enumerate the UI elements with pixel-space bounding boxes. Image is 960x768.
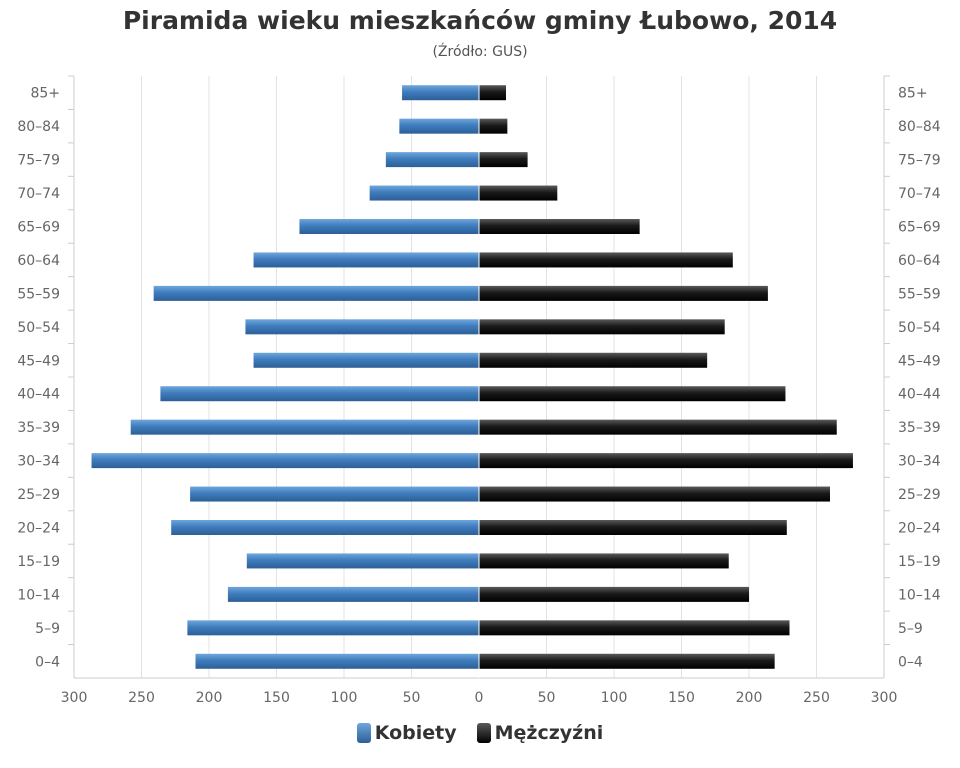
bar-mezczyzni[interactable] bbox=[479, 185, 558, 201]
bar-mezczyzni[interactable] bbox=[479, 453, 853, 469]
bar-kobiety[interactable] bbox=[246, 553, 479, 569]
y-tick-label-right: 0–4 bbox=[898, 654, 923, 670]
y-tick-label-left: 5–9 bbox=[35, 621, 60, 637]
bars-layer bbox=[91, 85, 853, 669]
legend-item-kobiety[interactable]: Kobiety bbox=[356, 722, 457, 744]
y-tick-label-left: 65–69 bbox=[17, 220, 60, 236]
legend-label-mezczyzni: Mężczyźni bbox=[494, 722, 604, 744]
bar-mezczyzni[interactable] bbox=[479, 553, 729, 569]
bar-kobiety[interactable] bbox=[253, 252, 479, 268]
y-tick-label-left: 30–34 bbox=[17, 454, 60, 470]
bar-kobiety[interactable] bbox=[187, 620, 479, 636]
y-tick-label-left: 15–19 bbox=[17, 554, 60, 570]
x-tick-label: 50 bbox=[538, 690, 556, 706]
x-tick-label: 50 bbox=[403, 690, 421, 706]
y-tick-label-left: 60–64 bbox=[17, 253, 60, 269]
axis-layer: 300 250 200 150 100 50 0 50 100 150 200 250 300 0–4 0–… bbox=[17, 75, 941, 706]
bar-kobiety[interactable] bbox=[195, 653, 480, 669]
y-tick-label-right: 55–59 bbox=[898, 286, 941, 302]
bar-kobiety[interactable] bbox=[190, 486, 479, 502]
chart-title: Piramida wieku mieszkańców gminy Łubowo,… bbox=[122, 6, 838, 35]
bar-kobiety[interactable] bbox=[399, 118, 479, 134]
bar-mezczyzni[interactable] bbox=[479, 85, 506, 101]
y-tick-label-left: 25–29 bbox=[17, 487, 60, 503]
y-tick-label-left: 85+ bbox=[30, 86, 60, 102]
bar-mezczyzni[interactable] bbox=[479, 285, 768, 301]
bar-mezczyzni[interactable] bbox=[479, 252, 733, 268]
y-tick-label-left: 70–74 bbox=[17, 186, 60, 202]
x-tick-label: 300 bbox=[61, 690, 88, 706]
y-tick-label-left: 55–59 bbox=[17, 286, 60, 302]
bar-mezczyzni[interactable] bbox=[479, 352, 708, 368]
pyramid-chart: 300 250 200 150 100 50 0 50 100 150 200 250 300 0–4 0–… bbox=[17, 75, 941, 706]
bar-mezczyzni[interactable] bbox=[479, 152, 528, 168]
bar-kobiety[interactable] bbox=[299, 219, 479, 234]
legend-swatch-kobiety bbox=[356, 723, 371, 743]
y-tick-label-right: 25–29 bbox=[898, 487, 941, 503]
y-tick-label-left: 0–4 bbox=[35, 654, 60, 670]
x-tick-label: 150 bbox=[668, 690, 695, 706]
y-tick-label-right: 50–54 bbox=[898, 320, 941, 336]
y-tick-label-left: 80–84 bbox=[17, 119, 60, 135]
legend-swatch-mezczyzni bbox=[476, 723, 491, 743]
y-tick-label-right: 85+ bbox=[898, 86, 928, 102]
x-tick-label: 150 bbox=[263, 690, 290, 706]
y-tick-label-left: 20–24 bbox=[17, 521, 60, 537]
bar-kobiety[interactable] bbox=[91, 453, 480, 469]
legend-label-kobiety: Kobiety bbox=[374, 722, 457, 744]
bar-kobiety[interactable] bbox=[385, 152, 479, 168]
y-tick-label-left: 35–39 bbox=[17, 420, 60, 436]
x-tick-label: 200 bbox=[736, 690, 763, 706]
y-tick-label-right: 70–74 bbox=[898, 186, 941, 202]
y-tick-label-left: 10–14 bbox=[17, 587, 60, 603]
y-tick-label-right: 80–84 bbox=[898, 119, 941, 135]
bar-kobiety[interactable] bbox=[227, 586, 479, 602]
bar-mezczyzni[interactable] bbox=[479, 118, 508, 134]
bar-kobiety[interactable] bbox=[130, 419, 479, 435]
y-tick-label-right: 75–79 bbox=[898, 153, 941, 169]
bar-kobiety[interactable] bbox=[160, 386, 479, 402]
y-tick-label-left: 75–79 bbox=[17, 153, 60, 169]
bar-mezczyzni[interactable] bbox=[479, 219, 640, 234]
y-tick-label-right: 65–69 bbox=[898, 220, 941, 236]
bar-kobiety[interactable] bbox=[153, 285, 479, 301]
x-tick-label: 100 bbox=[331, 690, 358, 706]
y-tick-label-left: 40–44 bbox=[17, 387, 60, 403]
bar-mezczyzni[interactable] bbox=[479, 520, 787, 535]
bar-mezczyzni[interactable] bbox=[479, 486, 830, 502]
y-tick-label-left: 45–49 bbox=[17, 353, 60, 369]
bar-mezczyzni[interactable] bbox=[479, 419, 837, 435]
legend-item-mezczyzni[interactable]: Mężczyźni bbox=[476, 722, 604, 744]
y-tick-label-right: 15–19 bbox=[898, 554, 941, 570]
bar-mezczyzni[interactable] bbox=[479, 319, 725, 335]
y-tick-label-right: 60–64 bbox=[898, 253, 941, 269]
y-tick-label-right: 40–44 bbox=[898, 387, 941, 403]
legend: Kobiety Mężczyźni bbox=[0, 722, 960, 744]
bar-mezczyzni[interactable] bbox=[479, 620, 790, 636]
x-tick-label: 300 bbox=[871, 690, 898, 706]
x-tick-label: 250 bbox=[128, 690, 155, 706]
bar-mezczyzni[interactable] bbox=[479, 386, 786, 402]
x-tick-label: 0 bbox=[475, 690, 484, 706]
bar-kobiety[interactable] bbox=[369, 185, 479, 201]
y-tick-label-right: 35–39 bbox=[898, 420, 941, 436]
y-tick-label-right: 30–34 bbox=[898, 454, 941, 470]
bar-kobiety[interactable] bbox=[402, 85, 479, 101]
x-tick-label: 100 bbox=[601, 690, 628, 706]
x-tick-label: 200 bbox=[196, 690, 223, 706]
y-tick-label-right: 20–24 bbox=[898, 521, 941, 537]
y-tick-label-right: 10–14 bbox=[898, 587, 941, 603]
bar-mezczyzni[interactable] bbox=[479, 653, 775, 669]
bar-kobiety[interactable] bbox=[253, 352, 479, 368]
y-tick-label-left: 50–54 bbox=[17, 320, 60, 336]
y-tick-label-right: 5–9 bbox=[898, 621, 923, 637]
bar-kobiety[interactable] bbox=[171, 520, 479, 535]
x-tick-label: 250 bbox=[803, 690, 830, 706]
chart-subtitle: (Źródło: GUS) bbox=[432, 44, 528, 60]
bar-mezczyzni[interactable] bbox=[479, 586, 749, 602]
y-tick-label-right: 45–49 bbox=[898, 353, 941, 369]
bar-kobiety[interactable] bbox=[245, 319, 479, 335]
